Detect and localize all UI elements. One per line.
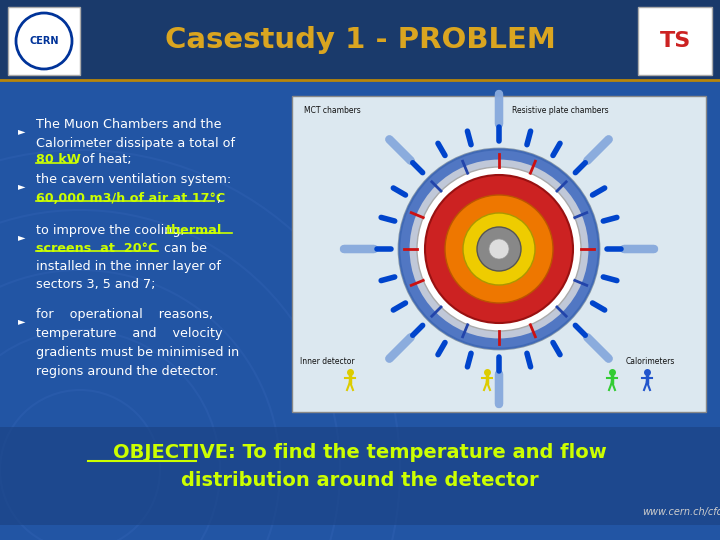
- Text: for    operational    reasons,
temperature    and    velocity
gradients must be : for operational reasons, temperature and…: [36, 308, 239, 378]
- Text: TS: TS: [660, 31, 690, 51]
- FancyBboxPatch shape: [0, 0, 720, 80]
- Text: the cavern ventilation system:: the cavern ventilation system:: [36, 173, 231, 186]
- Circle shape: [477, 227, 521, 271]
- Circle shape: [445, 195, 553, 303]
- Text: installed in the inner layer of: installed in the inner layer of: [36, 260, 221, 273]
- Text: to improve the cooling,: to improve the cooling,: [36, 224, 189, 237]
- Text: ;: ;: [216, 192, 220, 205]
- FancyBboxPatch shape: [638, 7, 712, 75]
- Text: can be: can be: [160, 242, 207, 255]
- Text: ►: ►: [18, 316, 25, 326]
- FancyBboxPatch shape: [8, 7, 80, 75]
- Text: screens  at  20°C: screens at 20°C: [36, 242, 158, 255]
- Text: sectors 3, 5 and 7;: sectors 3, 5 and 7;: [36, 278, 156, 291]
- Text: 60,000 m3/h of air at 17°C: 60,000 m3/h of air at 17°C: [36, 192, 225, 205]
- Text: distribution around the detector: distribution around the detector: [181, 470, 539, 489]
- Text: thermal: thermal: [166, 224, 222, 237]
- Text: of heat;: of heat;: [78, 153, 132, 166]
- Text: 80 kW: 80 kW: [36, 153, 81, 166]
- Circle shape: [417, 167, 581, 331]
- FancyBboxPatch shape: [292, 96, 706, 412]
- Text: OBJECTIVE: To find the temperature and flow: OBJECTIVE: To find the temperature and f…: [113, 442, 607, 462]
- Text: ►: ►: [18, 126, 25, 136]
- Text: The Muon Chambers and the
Calorimeter dissipate a total of: The Muon Chambers and the Calorimeter di…: [36, 118, 235, 150]
- Text: Resistive plate chambers: Resistive plate chambers: [512, 106, 608, 115]
- Text: ►: ►: [18, 181, 25, 191]
- Text: ►: ►: [18, 232, 25, 242]
- Circle shape: [399, 149, 599, 349]
- Text: MCT chambers: MCT chambers: [304, 106, 361, 115]
- Circle shape: [425, 175, 573, 323]
- Text: CERN: CERN: [30, 36, 59, 46]
- Text: Inner detector: Inner detector: [300, 357, 355, 366]
- FancyBboxPatch shape: [0, 427, 720, 525]
- Text: Calorimeters: Calorimeters: [626, 357, 675, 366]
- Circle shape: [463, 213, 535, 285]
- Text: Casestudy 1 - PROBLEM: Casestudy 1 - PROBLEM: [165, 26, 555, 54]
- Text: www.cern.ch/cfd: www.cern.ch/cfd: [642, 507, 720, 517]
- Circle shape: [489, 239, 509, 259]
